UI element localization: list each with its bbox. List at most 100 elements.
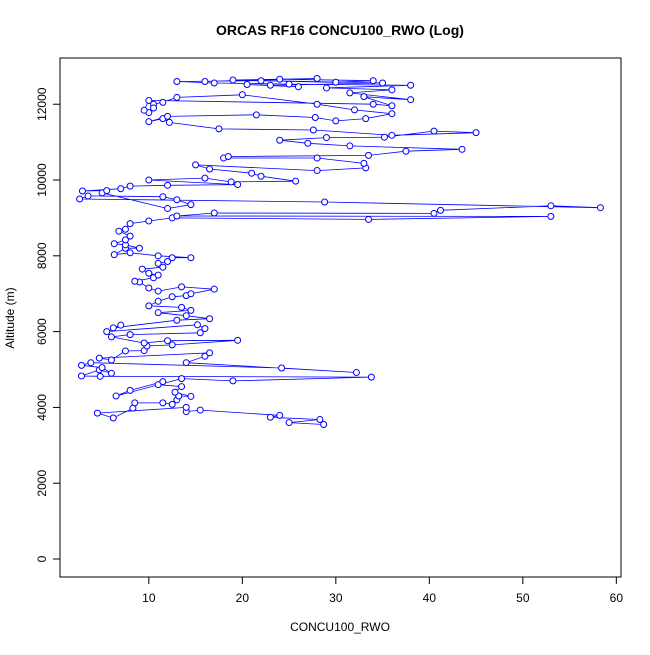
x-tick-label: 10 [142, 591, 156, 605]
data-point [178, 283, 186, 291]
data-point [131, 399, 139, 407]
data-point [215, 125, 223, 133]
data-point [316, 416, 324, 424]
data-point [238, 91, 246, 99]
data-point [206, 165, 214, 173]
data-point [192, 161, 200, 169]
data-point [115, 227, 123, 235]
data-point [135, 244, 143, 252]
data-point [266, 413, 274, 421]
data-point [103, 328, 111, 336]
data-point [257, 77, 265, 85]
data-point [145, 176, 153, 184]
data-point [351, 106, 359, 114]
data-point [193, 321, 201, 329]
data-point [173, 316, 181, 324]
x-tick-label: 30 [329, 591, 343, 605]
data-point [126, 220, 134, 228]
data-point [126, 182, 134, 190]
data-point [154, 271, 162, 279]
data-point [93, 409, 101, 417]
data-point [292, 177, 300, 185]
data-point [458, 145, 466, 153]
data-point [430, 209, 438, 217]
data-point [107, 369, 115, 377]
data-point [276, 136, 284, 144]
data-point [95, 354, 103, 362]
data-point [322, 134, 330, 142]
data-point [159, 378, 167, 386]
x-tick-label: 40 [423, 591, 437, 605]
data-point [367, 373, 375, 381]
data-point [210, 79, 218, 87]
data-point [78, 361, 86, 369]
data-point [182, 403, 190, 411]
data-point [276, 411, 284, 419]
data-point [187, 306, 195, 314]
data-point [171, 388, 179, 396]
data-point [76, 195, 84, 203]
data-point [121, 225, 129, 233]
data-point [365, 151, 373, 159]
data-point [84, 192, 92, 200]
y-axis-label: Altitude (m) [3, 287, 17, 348]
data-point [285, 80, 293, 88]
data-point [388, 131, 396, 139]
data-point [252, 111, 260, 119]
data-point [140, 339, 148, 347]
data-point [210, 285, 218, 293]
data-point [145, 269, 153, 277]
data-point [430, 127, 438, 135]
y-tick-label: 0 [35, 555, 49, 562]
data-point [234, 181, 242, 189]
data-point [109, 324, 117, 332]
data-point [311, 113, 319, 121]
data-point [154, 309, 162, 317]
data-point [346, 89, 354, 97]
data-point [206, 349, 214, 357]
data-point [126, 232, 134, 240]
data-point [140, 106, 148, 114]
data-point [313, 74, 321, 82]
data-point [388, 102, 396, 110]
data-point [78, 187, 86, 195]
data-point [96, 372, 104, 380]
x-axis-label: CONCU100_RWO [290, 620, 390, 634]
data-point [117, 321, 125, 329]
data-point [103, 187, 111, 195]
data-point [257, 172, 265, 180]
data-point [196, 406, 204, 414]
data-point [138, 265, 146, 273]
data-point [369, 100, 377, 108]
data-point [360, 159, 368, 167]
data-point [278, 364, 286, 372]
data-point [276, 75, 284, 83]
data-point [168, 254, 176, 262]
data-point [154, 297, 162, 305]
data-point [164, 181, 172, 189]
data-point [145, 118, 153, 126]
data-point [201, 352, 209, 360]
data-point [145, 284, 153, 292]
y-tick-label: 6000 [35, 318, 49, 345]
data-point [266, 81, 274, 89]
data-point [332, 78, 340, 86]
data-point [112, 392, 120, 400]
data-point [407, 81, 415, 89]
data-point [154, 287, 162, 295]
data-point [159, 399, 167, 407]
data-point [346, 142, 354, 150]
data-point [110, 240, 118, 248]
data-point [248, 169, 256, 177]
data-point [131, 277, 139, 285]
data-point [178, 303, 186, 311]
data-point [164, 204, 172, 212]
data-point [224, 153, 232, 161]
data-point [187, 201, 195, 209]
data-point [229, 76, 237, 84]
data-point [164, 112, 172, 120]
data-point [547, 212, 555, 220]
data-point [78, 372, 86, 380]
data-point [407, 96, 415, 104]
data-point [165, 118, 173, 126]
